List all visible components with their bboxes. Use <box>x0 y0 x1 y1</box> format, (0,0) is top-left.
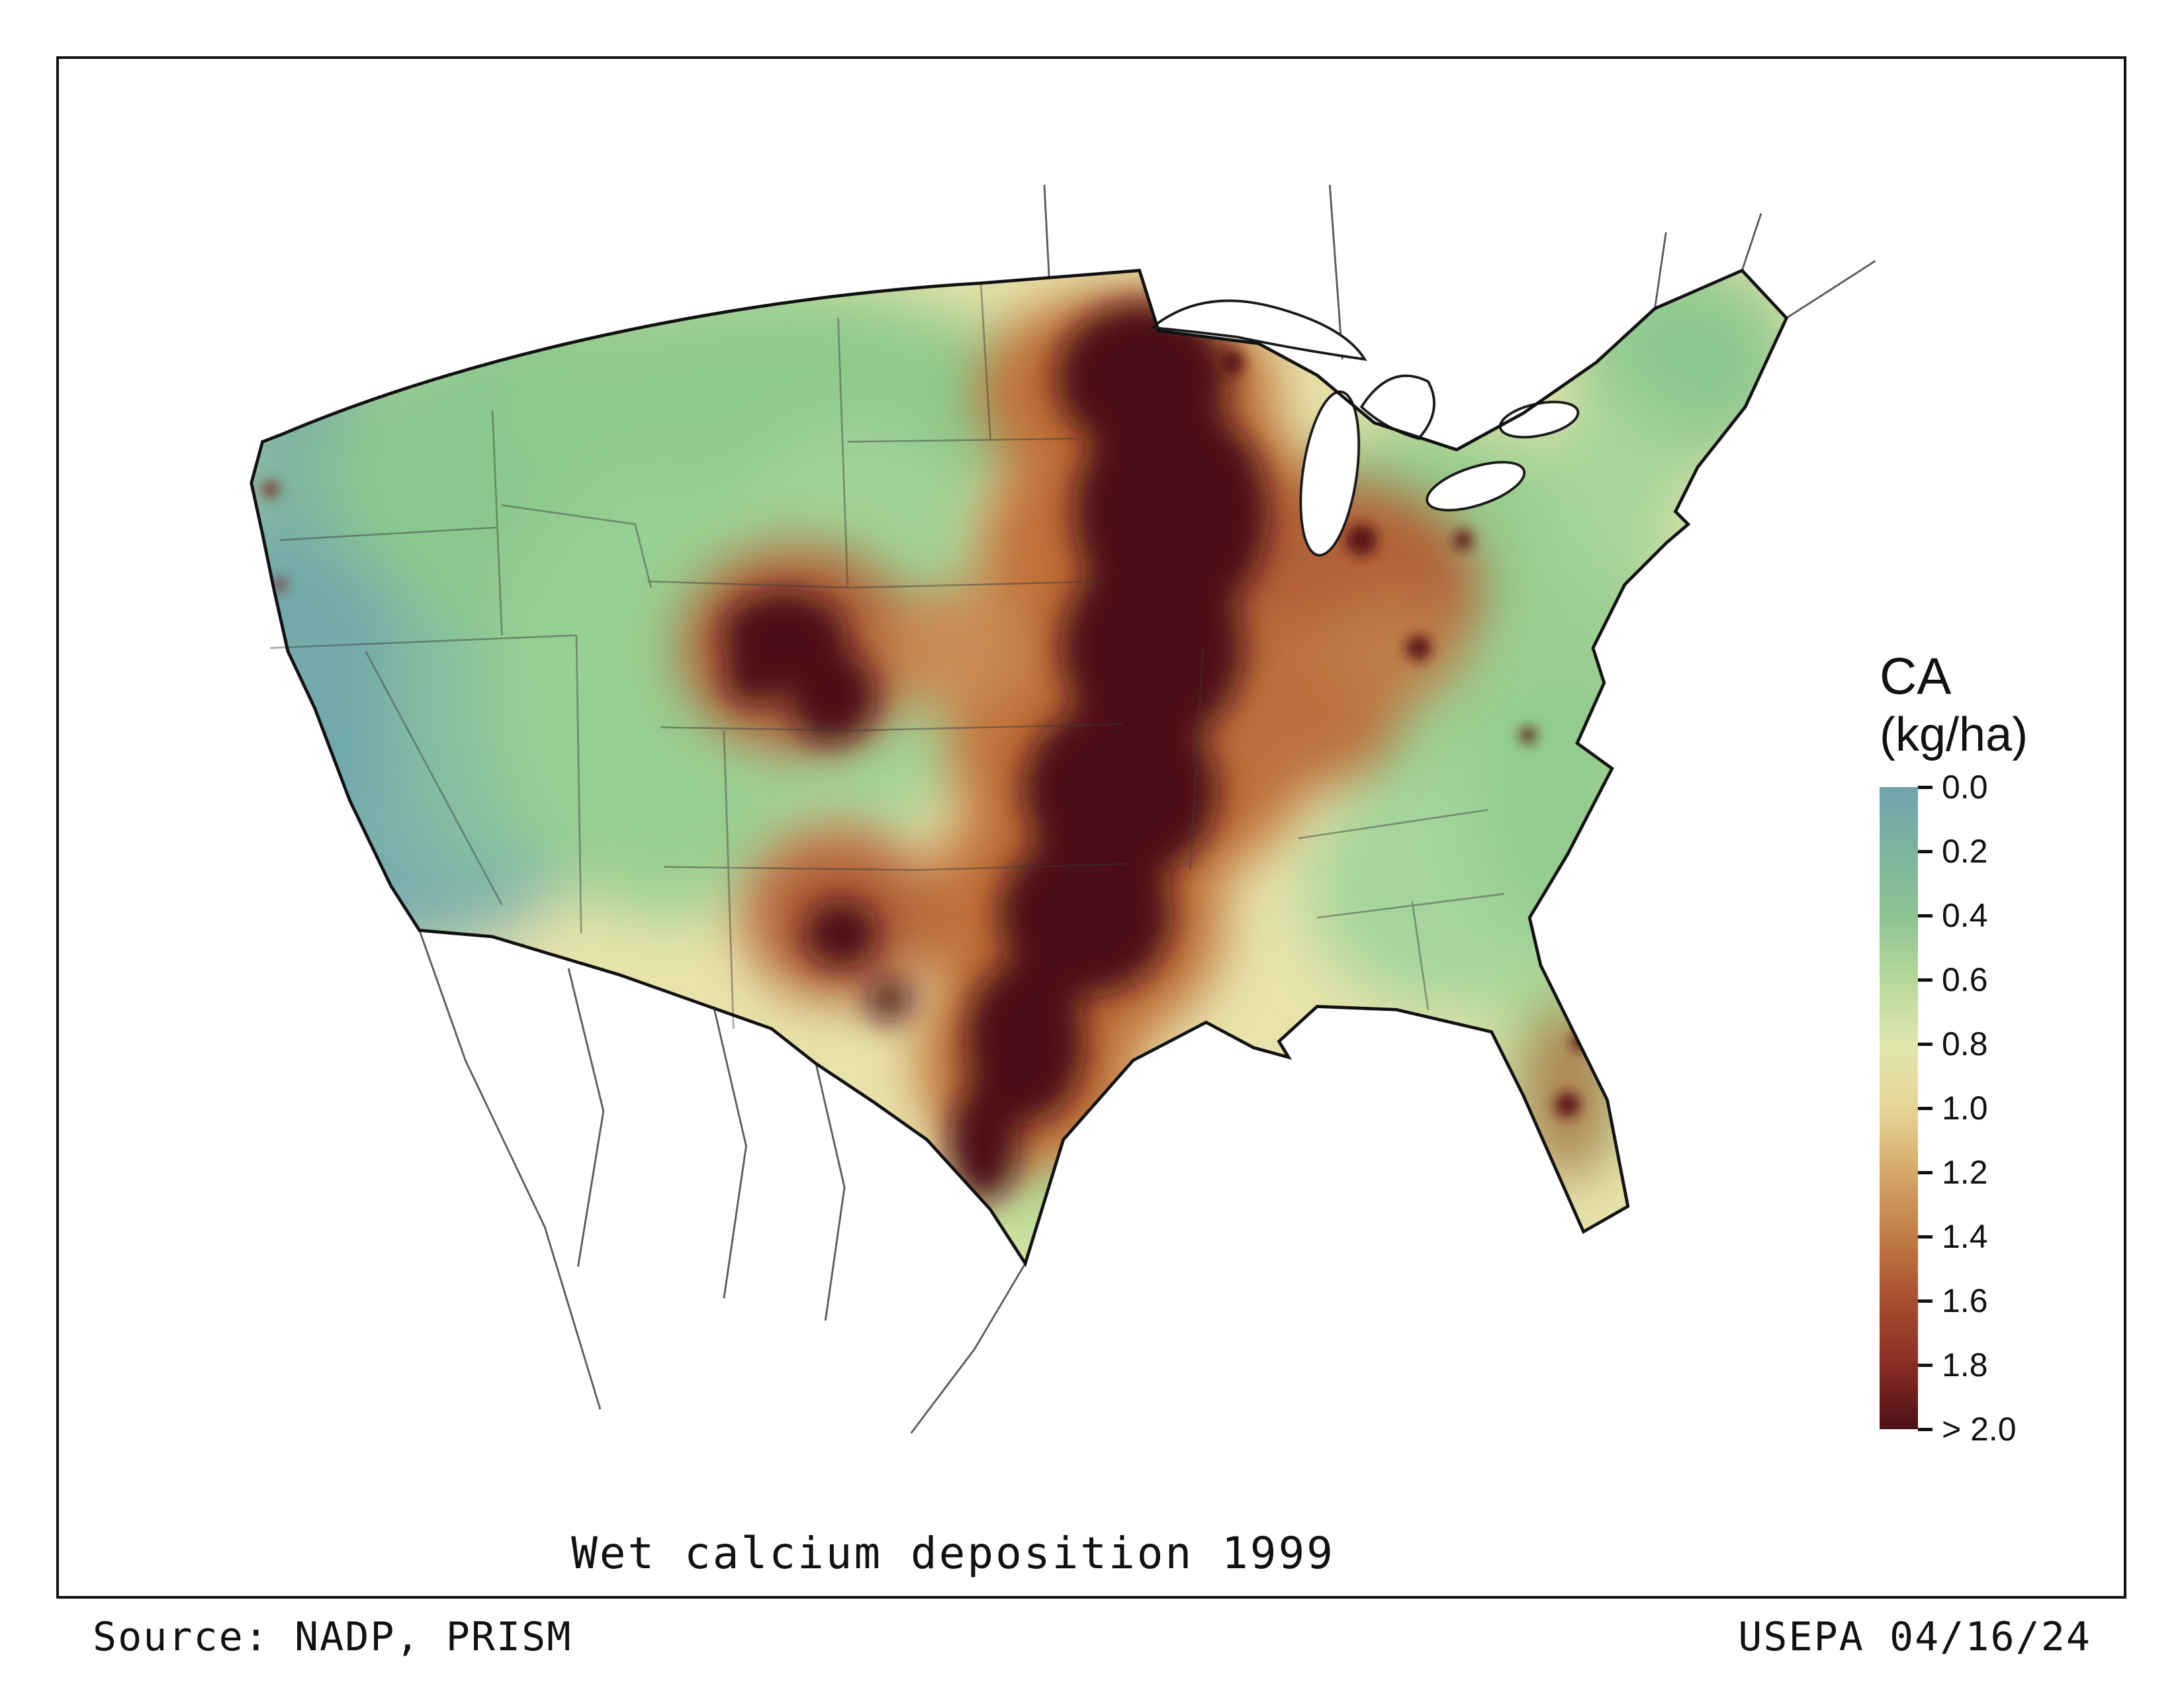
tick-label: 0.2 <box>1942 833 1988 870</box>
us-deposition-map <box>250 185 1876 1434</box>
tick-label: 0.4 <box>1942 897 1988 934</box>
tick-mark <box>1918 914 1933 917</box>
canada-boundaries <box>1043 185 1876 359</box>
state-boundaries <box>270 283 1505 1029</box>
tick-mark <box>1918 1106 1933 1110</box>
tick-label: 1.4 <box>1942 1218 1988 1255</box>
lake-erie <box>1426 461 1526 512</box>
us-outline <box>250 268 1789 1268</box>
tick-label: 0.0 <box>1942 769 1988 806</box>
legend-tick: 1.8 <box>1918 1346 1988 1384</box>
agency-date-text: USEPA 04/16/24 <box>1738 1614 2091 1660</box>
lake-michigan <box>1299 390 1361 557</box>
tick-label: 0.6 <box>1942 961 1988 998</box>
tick-label: 1.6 <box>1942 1282 1988 1319</box>
source-text: Source: NADP, PRISM <box>93 1614 572 1660</box>
legend-tick: 0.4 <box>1918 896 1988 935</box>
tick-label: > 2.0 <box>1942 1411 2017 1448</box>
deposition-color-field <box>251 270 1787 1264</box>
mexico-boundaries <box>418 929 1026 1434</box>
tick-label: 1.2 <box>1942 1154 1988 1191</box>
legend-tick: 1.6 <box>1918 1282 1988 1320</box>
tick-mark <box>1918 1299 1933 1303</box>
tick-mark <box>1918 1235 1933 1239</box>
tick-label: 1.0 <box>1942 1090 1988 1127</box>
legend-tick: 0.2 <box>1918 832 1988 870</box>
tick-mark <box>1918 1042 1933 1046</box>
legend-tick: 0.6 <box>1918 961 1988 999</box>
lake-superior <box>1149 299 1367 361</box>
legend-tick: 0.0 <box>1918 768 1988 806</box>
legend-tick: > 2.0 <box>1918 1410 2017 1448</box>
legend-title: CA <box>1880 647 1952 705</box>
map-frame <box>56 56 2126 1599</box>
tick-mark <box>1918 785 1933 789</box>
legend-tick: 1.2 <box>1918 1153 1988 1192</box>
tick-mark <box>1918 1427 1933 1431</box>
tick-mark <box>1918 1170 1933 1174</box>
legend-colorbar-block: 0.0 0.2 0.4 0.6 0.8 1.0 1.2 1.4 1.6 1.8 … <box>1880 769 2164 1448</box>
tick-label: 0.8 <box>1942 1025 1988 1062</box>
legend-tick: 1.4 <box>1918 1217 1988 1256</box>
legend-ticks: 0.0 0.2 0.4 0.6 0.8 1.0 1.2 1.4 1.6 1.8 … <box>1918 769 2156 1448</box>
tick-mark <box>1918 1363 1933 1367</box>
great-lakes <box>1149 299 1580 557</box>
legend-colorbar <box>1880 787 1918 1429</box>
legend-tick: 1.0 <box>1918 1089 1988 1127</box>
legend-tick: 0.8 <box>1918 1025 1988 1063</box>
legend-units: (kg/ha) <box>1880 708 2028 761</box>
legend: CA (kg/ha) 0.0 0.2 0.4 0.6 0.8 1.0 1.2 1… <box>1880 645 2164 1448</box>
tick-mark <box>1918 978 1933 982</box>
map-title: Wet calcium deposition 1999 <box>571 1528 1335 1579</box>
tick-label: 1.8 <box>1942 1346 1988 1383</box>
tick-mark <box>1918 849 1933 853</box>
